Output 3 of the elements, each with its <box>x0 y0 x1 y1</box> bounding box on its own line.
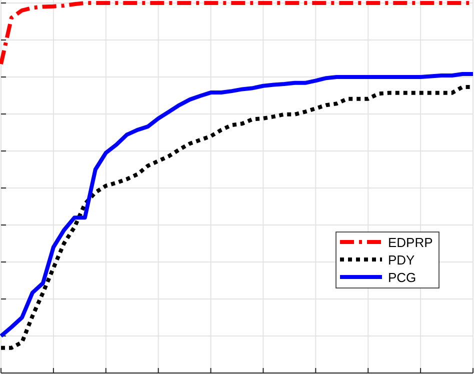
legend-label: EDPRP <box>388 235 433 250</box>
legend-label: PCG <box>388 270 416 285</box>
legend-label: PDY <box>388 252 416 268</box>
